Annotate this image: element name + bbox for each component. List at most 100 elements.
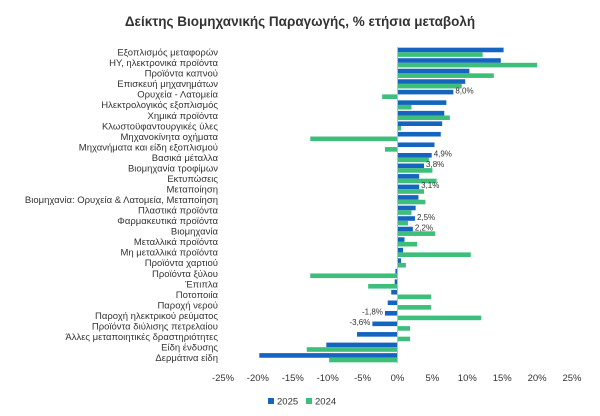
bar-2025-6 (397, 110, 445, 116)
bar-2024-12 (397, 178, 437, 184)
bar-2025-22 (394, 279, 398, 284)
bar-2024-27 (397, 336, 411, 342)
bar-2025-24 (387, 300, 398, 306)
category-label: Μεταλλικά προϊόντα (134, 237, 219, 248)
bar-2025-27 (357, 332, 398, 337)
x-tick-label: -20% (247, 373, 270, 384)
bar-2024-8 (310, 136, 398, 142)
bar-2024-6 (397, 115, 450, 121)
bar-2025-13 (397, 184, 420, 190)
category-label: Ορυχεία - Λατομεία (137, 90, 218, 101)
bar-2024-24 (397, 305, 432, 310)
legend-entry: 2025 (277, 397, 298, 408)
bar-2025-19 (397, 247, 404, 253)
category-label: Δερμάτινα είδη (155, 353, 218, 364)
bar-2024-5 (397, 104, 412, 110)
bar-2025-26 (372, 321, 398, 327)
bar-2025-21 (395, 268, 398, 274)
bar-2025-16 (397, 216, 415, 221)
bar-2025-12 (397, 174, 420, 179)
x-tick-label: -10% (317, 373, 340, 384)
bar-2025-25 (384, 311, 398, 316)
x-tick-label: 0% (391, 373, 405, 384)
bar-2024-21 (310, 273, 398, 279)
data-label: 3,1% (421, 181, 439, 190)
bar-2024-9 (384, 147, 398, 152)
category-label: Προϊόντα ξύλου (152, 269, 218, 280)
category-label: ΗΥ, ηλεκτρονικά προϊόντα (109, 58, 218, 69)
x-tick-label: -15% (282, 373, 305, 384)
bar-2025-1 (397, 58, 501, 63)
x-tick-label: 5% (426, 373, 440, 384)
bar-2024-29 (329, 357, 398, 363)
bar-2024-20 (397, 262, 406, 268)
category-label: Έπιπλα (184, 279, 218, 290)
bar-2024-16 (397, 220, 408, 226)
category-label: Άλλες μεταποιητικές δραστηριότητες (65, 332, 218, 343)
data-label: 2,2% (415, 223, 433, 232)
bar-2025-9 (397, 142, 435, 148)
category-label: Μηχανήματα και είδη εξοπλισμού (79, 142, 218, 153)
category-label: Βασικά μέταλλα (152, 153, 219, 164)
data-label: 3,8% (426, 160, 444, 169)
category-label: Μηχανοκίνητα οχήματα (121, 132, 219, 143)
bar-2025-4 (397, 89, 454, 95)
category-label: Μη μεταλλικά προϊόντα (120, 248, 218, 259)
data-label: -3,6% (349, 318, 370, 327)
category-label: Παροχή νερού (157, 300, 218, 311)
bar-2025-0 (397, 47, 504, 53)
category-label: Ποτοποιία (176, 290, 219, 301)
bar-2025-8 (397, 131, 441, 137)
bar-2025-28 (326, 342, 398, 348)
bar-2024-22 (368, 284, 398, 289)
bar-2025-5 (397, 100, 447, 105)
bar-2024-17 (397, 231, 436, 236)
category-label: Βιομηχανία: Ορυχεία & Λατομεία, Μεταποίη… (25, 195, 218, 206)
bar-2024-23 (397, 294, 432, 300)
x-tick-label: 20% (528, 373, 548, 384)
chart-title: Δείκτης Βιομηχανικής Παραγωγής, % ετήσια… (124, 14, 476, 29)
bar-2024-15 (397, 210, 412, 215)
category-label: Φαρμακευτικά προϊόντα (117, 216, 218, 227)
bar-2024-1 (397, 62, 538, 68)
bar-2024-7 (397, 126, 401, 131)
bar-2024-13 (397, 189, 425, 194)
bar-2024-26 (397, 326, 411, 331)
category-label: Βιομηχανία (171, 227, 219, 238)
bar-2024-28 (306, 347, 398, 352)
bar-2024-25 (397, 315, 482, 321)
category-label: Παροχή ηλεκτρικού ρεύματος (95, 311, 218, 322)
category-label: Βιομηχανία τροφίμων (128, 163, 218, 174)
bar-2024-10 (397, 157, 429, 163)
category-label: Χημικά προϊόντα (148, 111, 219, 122)
bar-2025-11 (397, 163, 425, 169)
data-label: 2,5% (417, 213, 435, 222)
x-tick-label: -25% (212, 373, 235, 384)
category-label: Μεταποίηση (166, 185, 218, 196)
bar-2025-20 (397, 258, 401, 263)
bar-2024-0 (397, 52, 483, 57)
bar-2024-11 (397, 168, 433, 173)
category-label: Εκτυπώσεις (167, 174, 218, 185)
bar-2025-7 (397, 121, 443, 126)
legend-entry: 2024 (315, 397, 336, 408)
x-tick-label: 25% (562, 373, 582, 384)
x-tick-label: -5% (354, 373, 371, 384)
bar-2024-19 (397, 252, 471, 257)
bar-2025-10 (397, 153, 432, 158)
bar-2024-18 (397, 241, 418, 247)
category-label: Είδη ένδυσης (161, 343, 218, 354)
category-label: Κλωστοϋφαντουργικές ύλες (102, 121, 218, 132)
bar-2025-15 (397, 205, 416, 211)
bar-2025-3 (397, 79, 466, 84)
bar-2024-2 (397, 73, 494, 78)
bar-2025-18 (397, 237, 405, 242)
bar-2024-14 (397, 199, 426, 205)
legend-swatch-2025 (268, 398, 274, 404)
bar-2024-4 (382, 94, 398, 99)
bar-2025-14 (397, 195, 419, 200)
category-label: Προϊόντα διύλισης πετρελαίου (92, 321, 218, 332)
bar-2024-3 (397, 83, 462, 89)
bar-2025-17 (397, 226, 413, 232)
